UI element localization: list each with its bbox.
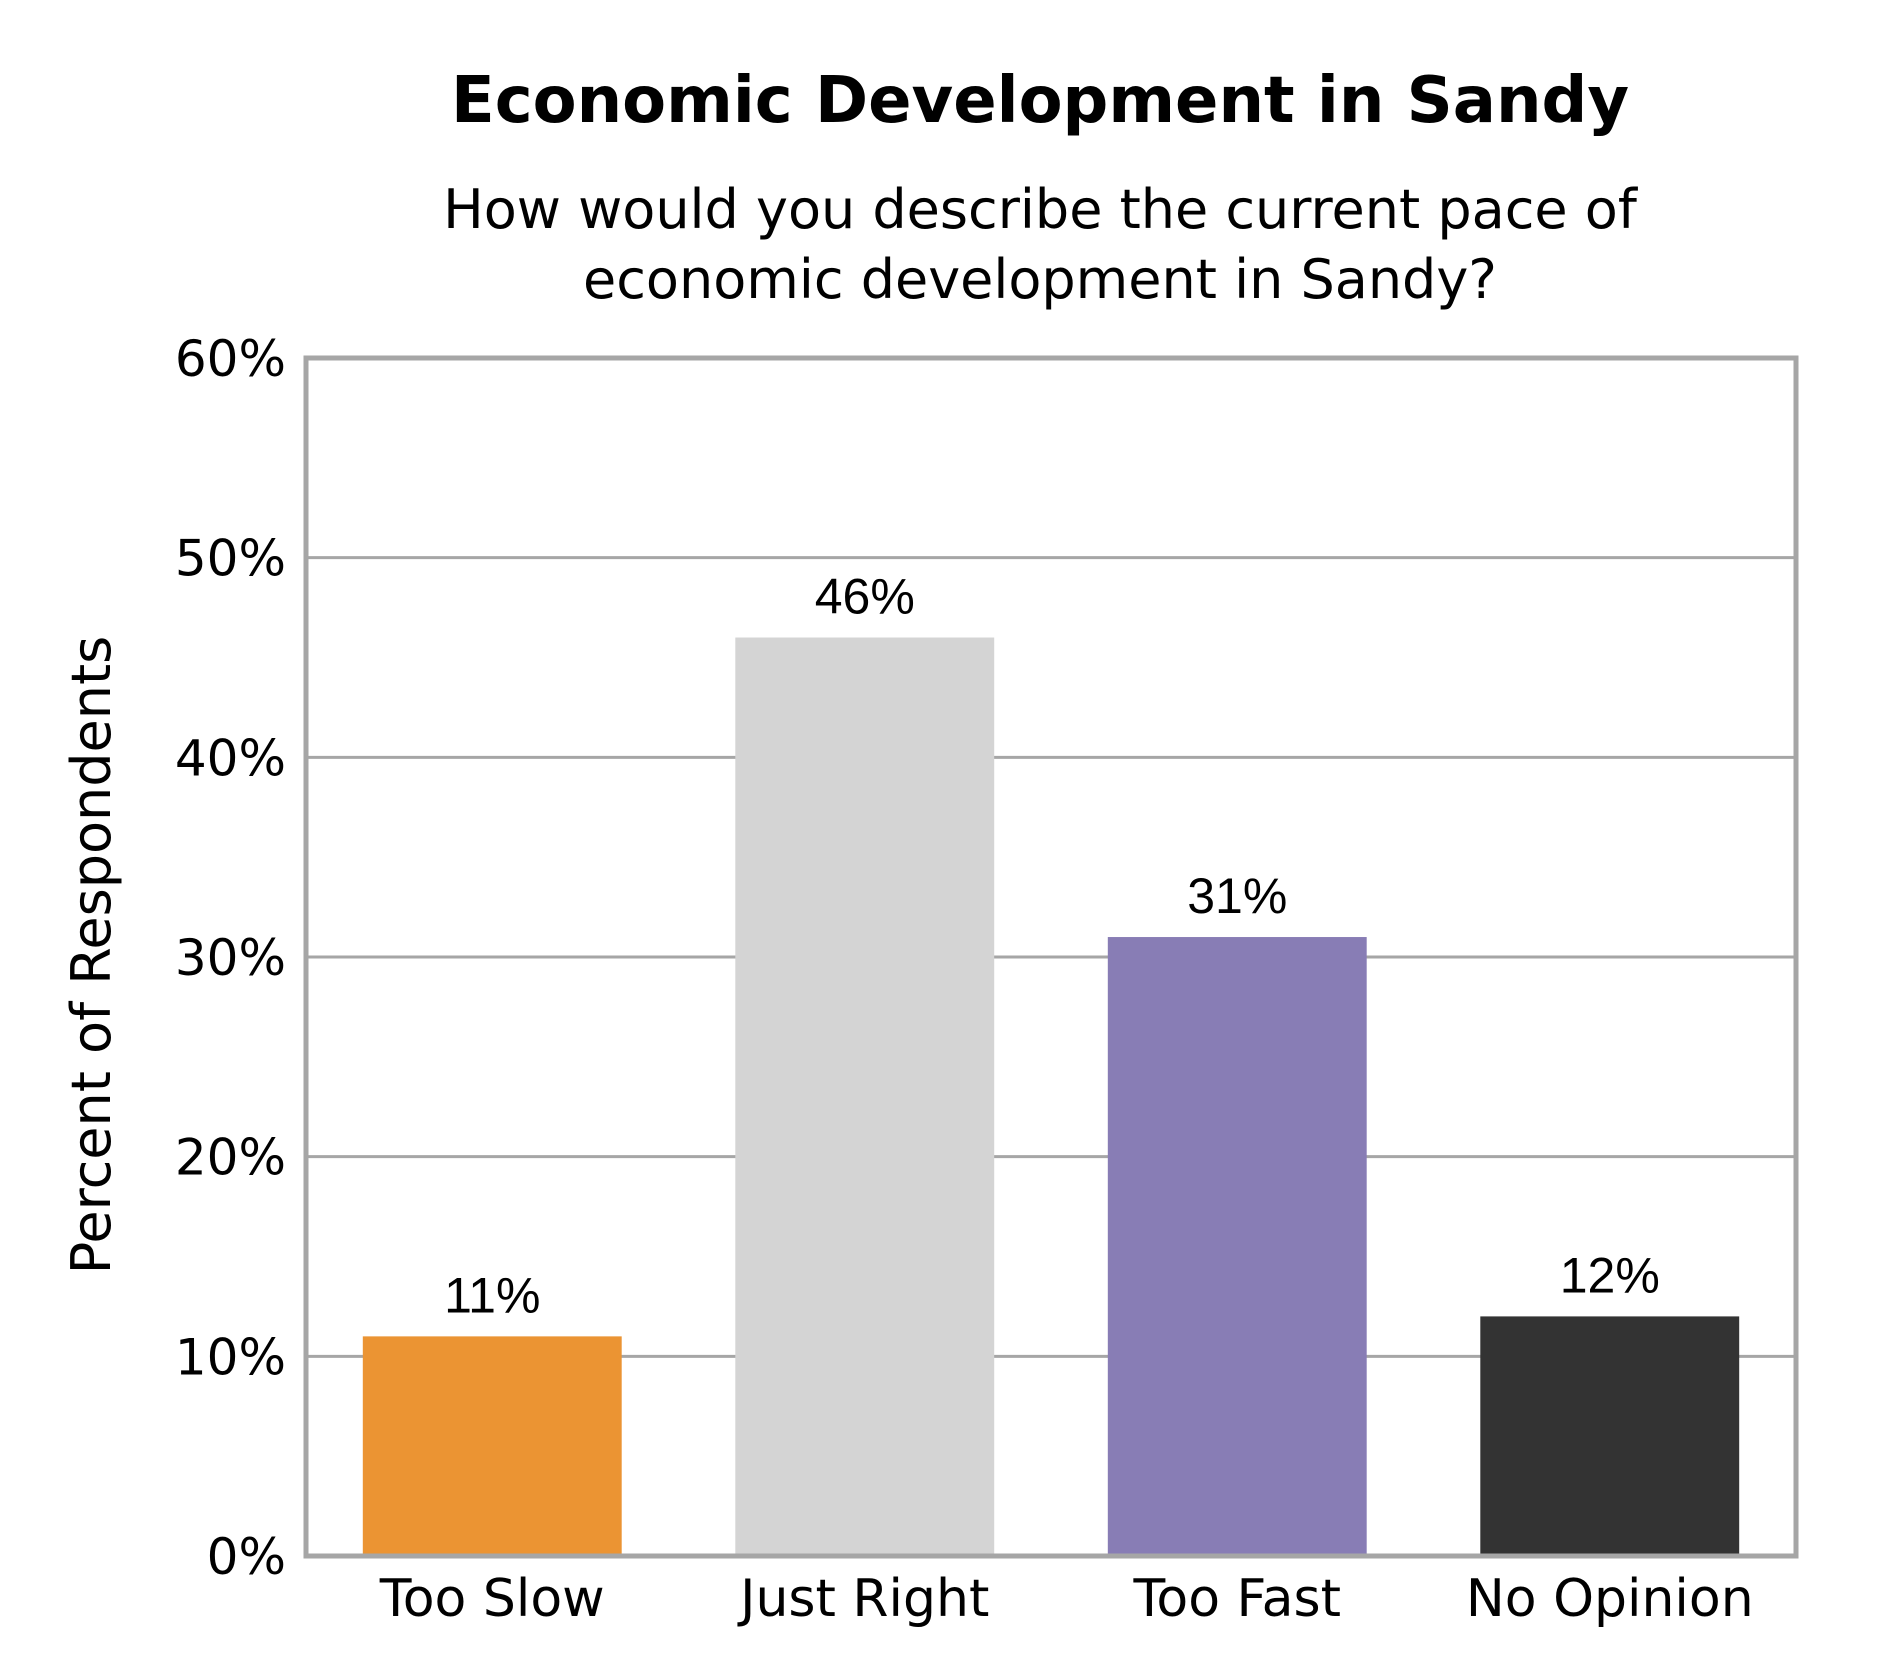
y-tick-label: 50% xyxy=(175,530,286,588)
x-tick-label: Too Fast xyxy=(1132,1569,1341,1629)
x-axis-categories: Too Slow Just Right Too Fast No Opinion xyxy=(379,1569,1754,1629)
data-label: 31% xyxy=(1187,868,1287,924)
y-tick-label: 60% xyxy=(175,330,286,388)
y-axis-label: Percent of Respondents xyxy=(60,636,123,1275)
data-label: 12% xyxy=(1560,1247,1660,1303)
plot-area xyxy=(303,355,1799,1559)
data-labels: 11% 46% 31% 12% xyxy=(444,569,1660,1324)
gridlines xyxy=(306,556,1796,1358)
y-tick-label: 10% xyxy=(175,1328,286,1386)
chart-title: Economic Development in Sandy xyxy=(451,64,1629,138)
y-axis-ticks: 0% 10% 20% 30% 40% 50% 60% xyxy=(175,330,286,1586)
y-tick-label: 40% xyxy=(175,729,286,787)
chart-subtitle-line-1: How would you describe the current pace … xyxy=(443,178,1639,241)
x-tick-label: Too Slow xyxy=(379,1569,605,1629)
data-label: 11% xyxy=(444,1267,540,1323)
bar-just-right xyxy=(735,637,995,1556)
bars xyxy=(362,637,1740,1556)
bar-too-slow xyxy=(362,1336,622,1556)
bar-too-fast xyxy=(1107,937,1367,1556)
bar-no-opinion xyxy=(1480,1316,1740,1556)
y-tick-label: 30% xyxy=(175,929,286,987)
y-tick-label: 20% xyxy=(175,1129,286,1187)
data-label: 46% xyxy=(815,569,915,625)
x-tick-label: Just Right xyxy=(737,1569,989,1629)
chart-subtitle-line-2: economic development in Sandy? xyxy=(583,248,1497,311)
y-tick-label: 0% xyxy=(207,1528,286,1586)
x-tick-label: No Opinion xyxy=(1466,1569,1754,1629)
plot-border xyxy=(303,355,1799,1559)
